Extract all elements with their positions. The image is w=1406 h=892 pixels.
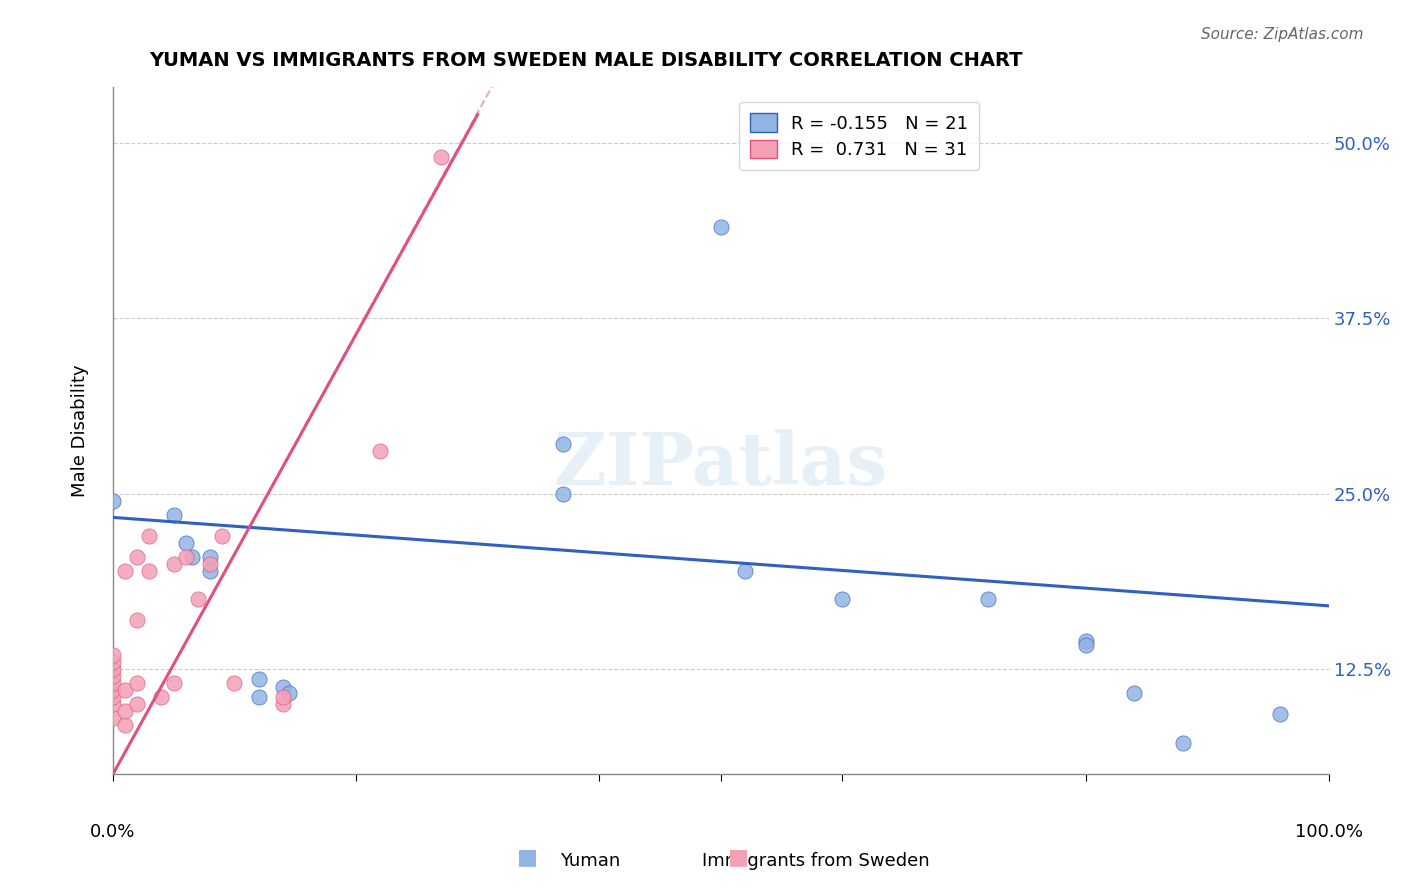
Text: Source: ZipAtlas.com: Source: ZipAtlas.com <box>1201 27 1364 42</box>
Point <box>1268 706 1291 721</box>
Point <box>1123 686 1146 700</box>
Point <box>101 648 124 662</box>
Point <box>430 150 453 164</box>
Point <box>163 508 186 522</box>
Y-axis label: Male Disability: Male Disability <box>72 364 89 497</box>
Text: Immigrants from Sweden: Immigrants from Sweden <box>702 852 929 870</box>
Point <box>977 591 1000 606</box>
Point <box>271 697 294 711</box>
Text: 0.0%: 0.0% <box>90 823 135 841</box>
Point <box>370 444 392 458</box>
Point <box>271 680 294 694</box>
Point <box>198 557 221 571</box>
Point <box>101 669 124 683</box>
Point <box>114 718 136 732</box>
Point <box>224 676 246 690</box>
Point <box>1074 638 1097 652</box>
Point <box>114 704 136 718</box>
Point <box>247 672 270 686</box>
Point <box>114 564 136 578</box>
Text: ■: ■ <box>728 847 748 867</box>
Point <box>127 613 149 627</box>
Text: ■: ■ <box>517 847 537 867</box>
Point <box>150 690 173 704</box>
Point <box>198 549 221 564</box>
Point <box>127 549 149 564</box>
Point <box>710 219 733 234</box>
Point <box>127 697 149 711</box>
Point <box>734 564 756 578</box>
Point <box>1074 634 1097 648</box>
Point <box>174 535 197 549</box>
Point <box>271 690 294 704</box>
Point <box>114 683 136 698</box>
Point <box>247 690 270 704</box>
Point <box>174 549 197 564</box>
Point <box>278 686 301 700</box>
Point <box>180 549 202 564</box>
Point <box>127 676 149 690</box>
Legend: R = -0.155   N = 21, R =  0.731   N = 31: R = -0.155 N = 21, R = 0.731 N = 31 <box>740 103 980 170</box>
Text: 100.0%: 100.0% <box>1295 823 1362 841</box>
Point <box>1171 736 1194 750</box>
Point <box>187 591 209 606</box>
Point <box>551 437 574 451</box>
Point <box>101 493 124 508</box>
Text: YUMAN VS IMMIGRANTS FROM SWEDEN MALE DISABILITY CORRELATION CHART: YUMAN VS IMMIGRANTS FROM SWEDEN MALE DIS… <box>149 51 1022 70</box>
Point <box>101 683 124 698</box>
Point <box>101 655 124 669</box>
Text: Yuman: Yuman <box>561 852 620 870</box>
Text: ZIPatlas: ZIPatlas <box>554 429 887 500</box>
Point <box>101 676 124 690</box>
Point <box>101 697 124 711</box>
Point <box>101 711 124 725</box>
Point <box>831 591 853 606</box>
Point <box>163 676 186 690</box>
Point <box>551 486 574 500</box>
Point <box>138 529 160 543</box>
Point <box>138 564 160 578</box>
Point <box>163 557 186 571</box>
Point <box>211 529 233 543</box>
Point <box>101 662 124 676</box>
Point <box>101 690 124 704</box>
Point <box>198 564 221 578</box>
